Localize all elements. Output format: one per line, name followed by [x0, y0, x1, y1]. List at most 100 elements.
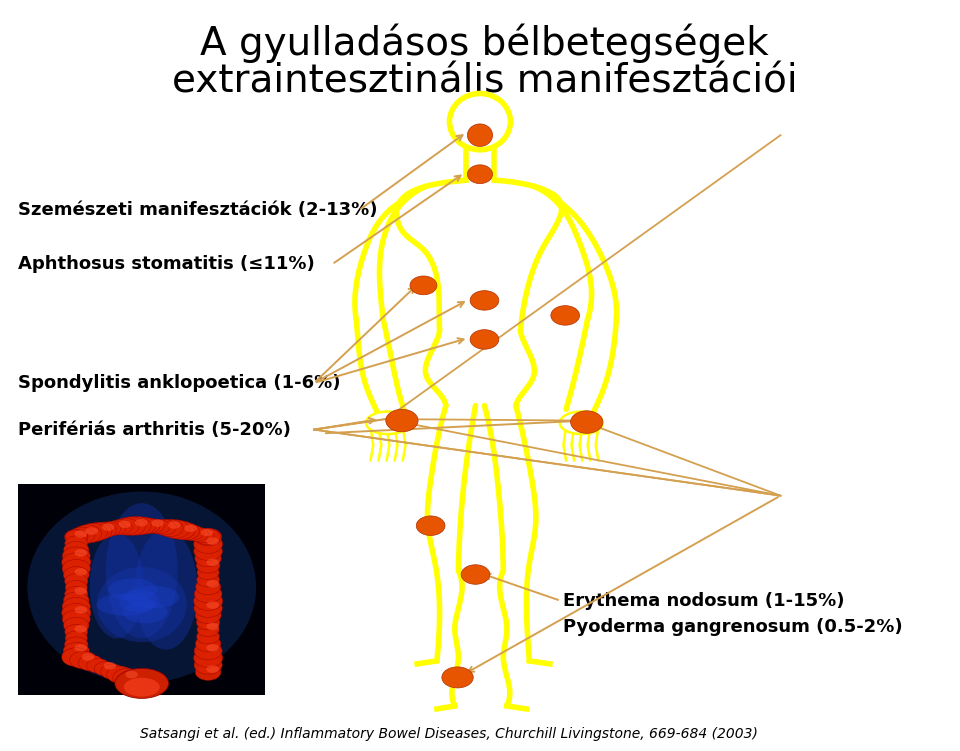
Ellipse shape	[104, 521, 126, 535]
Ellipse shape	[206, 537, 219, 544]
Ellipse shape	[101, 664, 125, 680]
Ellipse shape	[91, 522, 116, 538]
Ellipse shape	[442, 667, 473, 688]
Ellipse shape	[75, 625, 87, 632]
Ellipse shape	[96, 593, 155, 616]
Ellipse shape	[75, 530, 87, 538]
Text: Erythema nodosum (1-15%): Erythema nodosum (1-15%)	[564, 592, 845, 610]
Ellipse shape	[194, 535, 223, 553]
Text: A gyulladásos bélbetegségek: A gyulladásos bélbetegségek	[200, 24, 769, 63]
Ellipse shape	[117, 517, 146, 535]
Ellipse shape	[142, 519, 164, 533]
Ellipse shape	[196, 529, 221, 545]
Ellipse shape	[62, 610, 90, 628]
Ellipse shape	[194, 649, 223, 668]
Ellipse shape	[197, 629, 220, 644]
Text: Pyoderma gangrenosum (0.5-2%): Pyoderma gangrenosum (0.5-2%)	[564, 618, 903, 636]
Ellipse shape	[75, 549, 87, 556]
Ellipse shape	[197, 615, 220, 630]
Ellipse shape	[115, 668, 169, 698]
Ellipse shape	[63, 642, 89, 659]
Ellipse shape	[173, 523, 200, 540]
Ellipse shape	[65, 529, 87, 544]
Ellipse shape	[62, 559, 90, 578]
Ellipse shape	[75, 569, 87, 576]
Ellipse shape	[85, 527, 98, 535]
Ellipse shape	[135, 518, 160, 534]
Ellipse shape	[180, 525, 204, 541]
Ellipse shape	[195, 550, 222, 567]
Ellipse shape	[134, 529, 198, 650]
Ellipse shape	[417, 516, 445, 535]
Ellipse shape	[106, 503, 178, 638]
Ellipse shape	[148, 520, 170, 534]
Ellipse shape	[123, 601, 168, 623]
Ellipse shape	[194, 542, 223, 560]
Ellipse shape	[166, 520, 195, 539]
Ellipse shape	[108, 520, 132, 535]
Ellipse shape	[184, 524, 197, 532]
Ellipse shape	[206, 559, 219, 566]
Ellipse shape	[126, 586, 180, 608]
Ellipse shape	[84, 523, 112, 540]
Ellipse shape	[82, 653, 94, 661]
Ellipse shape	[197, 623, 219, 637]
Ellipse shape	[64, 536, 87, 550]
Ellipse shape	[128, 674, 156, 692]
Ellipse shape	[65, 631, 87, 645]
Ellipse shape	[197, 572, 220, 587]
Ellipse shape	[160, 520, 190, 538]
Ellipse shape	[69, 527, 95, 544]
Text: extraintesztinális manifesztációi: extraintesztinális manifesztációi	[172, 62, 797, 100]
Ellipse shape	[61, 553, 91, 572]
Ellipse shape	[63, 617, 89, 634]
Ellipse shape	[551, 306, 580, 325]
Ellipse shape	[197, 566, 219, 580]
Ellipse shape	[104, 662, 116, 670]
Ellipse shape	[112, 518, 139, 535]
Ellipse shape	[461, 565, 490, 584]
Ellipse shape	[79, 655, 104, 671]
Ellipse shape	[61, 648, 91, 666]
Ellipse shape	[206, 665, 219, 673]
Text: Perifériás arthritis (5-20%): Perifériás arthritis (5-20%)	[18, 421, 291, 439]
Ellipse shape	[73, 525, 102, 543]
Ellipse shape	[63, 592, 89, 608]
Ellipse shape	[186, 527, 208, 541]
Ellipse shape	[195, 528, 222, 546]
Ellipse shape	[62, 598, 90, 616]
Ellipse shape	[194, 642, 222, 660]
Ellipse shape	[65, 581, 87, 595]
Ellipse shape	[206, 580, 219, 587]
Ellipse shape	[122, 517, 152, 535]
Ellipse shape	[194, 599, 223, 617]
Ellipse shape	[129, 517, 156, 535]
Ellipse shape	[468, 124, 492, 146]
Ellipse shape	[64, 529, 88, 544]
Ellipse shape	[64, 574, 88, 589]
Ellipse shape	[152, 520, 177, 535]
Text: Szemészeti manifesztációk (2-13%): Szemészeti manifesztációk (2-13%)	[18, 201, 377, 219]
Ellipse shape	[386, 409, 418, 432]
Ellipse shape	[168, 521, 180, 529]
Ellipse shape	[113, 668, 141, 687]
Ellipse shape	[62, 648, 90, 666]
Ellipse shape	[206, 623, 219, 630]
Text: Spondylitis anklopoetica (1-6%): Spondylitis anklopoetica (1-6%)	[18, 374, 341, 392]
Ellipse shape	[70, 651, 97, 669]
Ellipse shape	[196, 579, 221, 595]
Ellipse shape	[120, 671, 149, 690]
Text: Aphthosus stomatitis (≤11%): Aphthosus stomatitis (≤11%)	[18, 255, 315, 273]
Ellipse shape	[63, 566, 89, 584]
Ellipse shape	[194, 585, 222, 603]
Ellipse shape	[152, 520, 164, 527]
Ellipse shape	[195, 607, 221, 623]
Ellipse shape	[366, 412, 409, 434]
Ellipse shape	[64, 637, 88, 652]
Ellipse shape	[470, 291, 499, 310]
Ellipse shape	[28, 491, 256, 683]
Ellipse shape	[107, 666, 133, 683]
Ellipse shape	[410, 276, 437, 294]
Ellipse shape	[206, 602, 219, 609]
Ellipse shape	[195, 664, 221, 680]
